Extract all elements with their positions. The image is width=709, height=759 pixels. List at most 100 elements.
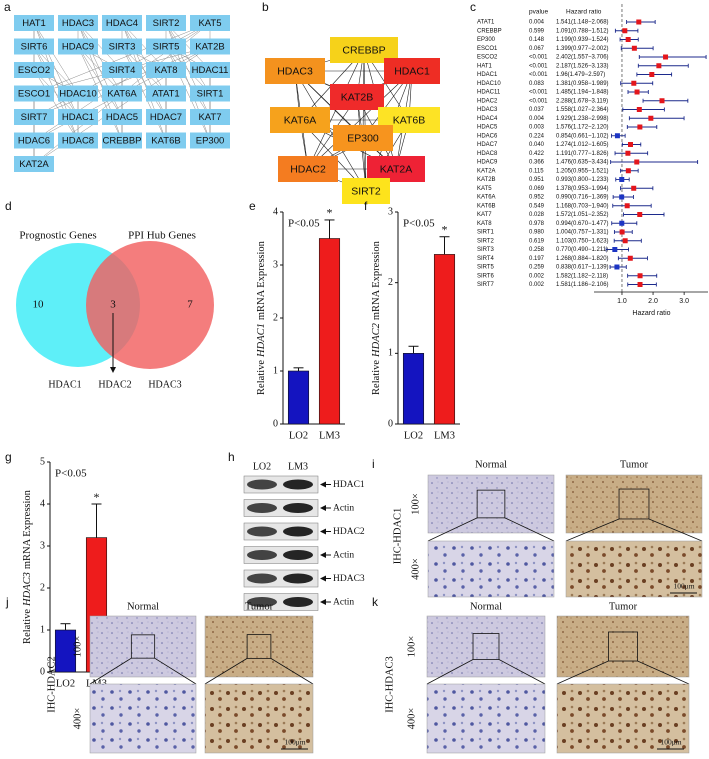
gene-name: HDAC5 bbox=[477, 125, 498, 131]
y-tick-label: 0 bbox=[40, 666, 45, 677]
hub-node-label: KAT6A bbox=[284, 114, 316, 126]
venn-count: 3 bbox=[110, 299, 116, 311]
hazard-ratio-text: 1.485(1.194−1.848) bbox=[556, 90, 609, 96]
hazard-ratio-text: 1.96(1.479−2.597) bbox=[556, 72, 605, 78]
gene-node bbox=[190, 15, 230, 31]
p-value: 0.004 bbox=[529, 20, 545, 26]
gene-node bbox=[146, 132, 186, 149]
hazard-ratio-text: 1.576(1.172−2.120) bbox=[556, 125, 609, 131]
arrow-head bbox=[320, 528, 326, 535]
y-label-gene: HDAC1 bbox=[256, 323, 267, 358]
y-tick-label: 3 bbox=[388, 206, 393, 217]
hazard-ratio-marker bbox=[619, 220, 625, 226]
y-tick-label: 1 bbox=[273, 365, 278, 376]
hazard-ratio-text: 1.268(0.884−1.820) bbox=[556, 256, 609, 262]
magnification: 400× bbox=[72, 708, 83, 730]
gene-node-label: SIRT5 bbox=[153, 42, 180, 53]
micrograph bbox=[565, 474, 703, 534]
micrograph bbox=[89, 615, 197, 678]
gene-name: HDAC6 bbox=[477, 133, 498, 139]
gene-name: HDAC8 bbox=[477, 151, 498, 157]
overlap-gene: HDAC2 bbox=[98, 379, 131, 390]
hazard-ratio-text: 2.288(1.678−3.119) bbox=[556, 98, 608, 104]
gene-name: EP300 bbox=[477, 37, 496, 43]
hazard-ratio-marker bbox=[631, 185, 637, 191]
hazard-ratio-marker bbox=[622, 28, 628, 34]
p-value: 0.028 bbox=[529, 212, 545, 218]
p-value: 0.980 bbox=[529, 230, 545, 236]
annotation: P<0.05 bbox=[55, 468, 87, 480]
p-value: 0.366 bbox=[529, 160, 545, 166]
gene-node-label: HDAC1 bbox=[62, 112, 94, 123]
hazard-ratio-marker bbox=[625, 168, 631, 174]
gene-name: KAT7 bbox=[477, 212, 492, 218]
magnification: 100× bbox=[72, 636, 83, 658]
gene-node-label: HDAC10 bbox=[59, 89, 97, 100]
zoom-line bbox=[154, 657, 197, 685]
gene-node-label: SIRT6 bbox=[21, 42, 48, 53]
hub-node bbox=[330, 84, 384, 110]
row-title: IHC-HDAC2 bbox=[46, 656, 57, 713]
gene-name: KAT2A bbox=[477, 168, 496, 174]
blot-band bbox=[247, 526, 277, 537]
scale-bar-label: 100μm bbox=[673, 582, 694, 591]
gene-node-label: HDAC3 bbox=[62, 18, 94, 29]
arrow-head bbox=[110, 367, 116, 373]
y-label-gene: HDAC2 bbox=[371, 322, 382, 358]
y-label-gene: HDAC3 bbox=[22, 572, 33, 607]
p-value: 0.004 bbox=[529, 116, 545, 122]
hazard-ratio-marker bbox=[636, 107, 642, 112]
hazard-ratio-marker bbox=[656, 63, 662, 69]
hazard-ratio-marker bbox=[636, 19, 642, 25]
blot-band bbox=[283, 503, 313, 513]
zoom-box bbox=[472, 633, 500, 660]
p-value: 0.115 bbox=[529, 168, 544, 174]
p-value: 0.083 bbox=[529, 81, 545, 87]
hazard-ratio-marker bbox=[634, 89, 640, 95]
hazard-ratio-marker bbox=[663, 54, 669, 60]
p-value: 0.197 bbox=[529, 256, 545, 262]
x-tick-label: 3.0 bbox=[679, 298, 689, 305]
p-value: 0.040 bbox=[529, 142, 545, 148]
bar bbox=[433, 254, 456, 425]
p-value: <0.001 bbox=[529, 63, 548, 69]
row-title: IHC-HDAC3 bbox=[384, 656, 395, 713]
blot-band bbox=[283, 479, 313, 490]
panel-label: c bbox=[470, 0, 476, 14]
band-label: HDAC1 bbox=[333, 480, 365, 490]
zoom-line bbox=[504, 517, 555, 542]
column-title: Tumor bbox=[245, 601, 274, 612]
annotation: P<0.05 bbox=[403, 218, 435, 230]
hazard-ratio-text: 1.929(1.238−2.998) bbox=[556, 116, 609, 122]
row-title: IHC-HDAC1 bbox=[392, 508, 403, 565]
y-axis-label: Relative HDAC2 mRNA Expression bbox=[371, 240, 382, 395]
hub-node-label: HDAC2 bbox=[290, 163, 326, 175]
p-value: 0.549 bbox=[529, 203, 545, 209]
zoom-box bbox=[130, 634, 156, 659]
gene-node bbox=[146, 109, 186, 125]
magnification: 400× bbox=[410, 558, 421, 580]
venn-title: Prognostic Genes bbox=[19, 230, 96, 242]
gene-name: KAT2B bbox=[477, 177, 496, 183]
micrograph bbox=[556, 615, 690, 678]
y-tick-label: 4 bbox=[40, 498, 45, 509]
hazard-ratio-marker bbox=[634, 159, 640, 165]
gene-node bbox=[102, 38, 142, 55]
hazard-ratio-marker bbox=[627, 255, 633, 261]
significance-mark: * bbox=[442, 222, 448, 236]
zoom-box bbox=[476, 489, 506, 519]
gene-node bbox=[58, 38, 98, 55]
hub-node bbox=[278, 156, 338, 182]
p-value: <0.001 bbox=[529, 90, 548, 96]
arrow-head bbox=[320, 575, 326, 582]
scale-bar-label: 100μm bbox=[660, 738, 681, 747]
hazard-ratio-marker bbox=[637, 212, 643, 217]
p-value: 0.002 bbox=[529, 273, 545, 279]
gene-node-label: SIRT7 bbox=[21, 112, 48, 123]
gene-node-label: HDAC8 bbox=[62, 136, 94, 147]
hazard-ratio-text: 0.994(0.670−1.477) bbox=[556, 221, 609, 227]
gene-node-label: EP300 bbox=[196, 136, 225, 147]
hub-node-label: EP300 bbox=[347, 132, 379, 144]
y-label-prefix: Relative bbox=[371, 360, 382, 395]
x-tick-label: LM3 bbox=[434, 430, 455, 441]
